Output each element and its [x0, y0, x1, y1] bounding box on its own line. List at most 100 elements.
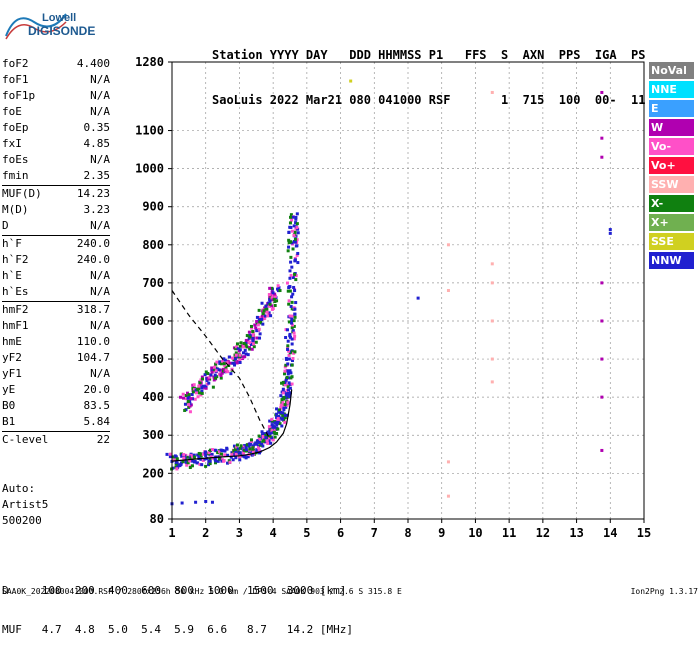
trace-point	[254, 340, 258, 344]
param-separator	[2, 235, 110, 236]
trace-point	[256, 323, 260, 327]
trace-point	[233, 363, 237, 367]
trace-point	[266, 303, 270, 307]
trace-point	[251, 447, 255, 451]
param-row: hmF1 N/A	[2, 318, 110, 334]
trace-point	[192, 460, 196, 464]
trace-point	[262, 438, 266, 442]
trace-point	[187, 393, 191, 397]
param-row: B0 83.5	[2, 398, 110, 414]
trace-point	[192, 383, 196, 387]
trace-point	[257, 316, 261, 320]
trace-point	[275, 431, 279, 435]
trace-point	[175, 457, 179, 461]
trace-point	[221, 367, 225, 371]
trace-point	[241, 345, 245, 349]
x-tick-label: 3	[236, 526, 243, 540]
trace-point	[293, 240, 297, 244]
trace-point	[281, 401, 285, 405]
trace-point	[238, 446, 242, 450]
trace-point	[281, 411, 285, 415]
trace-point	[275, 415, 279, 419]
trace-point	[172, 455, 176, 459]
chart-points	[165, 79, 612, 506]
y-tick-label: 800	[142, 238, 164, 252]
trace-point	[273, 421, 277, 425]
trace-point	[247, 330, 251, 334]
trace-point	[224, 368, 228, 372]
trace-point	[209, 455, 213, 459]
trace-point	[259, 320, 263, 324]
logo-wave-icon	[5, 13, 67, 40]
trace-point	[261, 322, 265, 326]
trace-point	[280, 424, 284, 428]
trace-point	[275, 412, 279, 416]
trace-point	[284, 396, 288, 400]
trace-point	[287, 320, 291, 324]
muf-table: D 100 200 400 600 800 1000 1500 3000 [km…	[2, 558, 353, 649]
param-row: yE 20.0	[2, 382, 110, 398]
trace-point	[234, 351, 238, 355]
trace-point	[490, 357, 494, 361]
trace-point	[255, 315, 259, 319]
trace-point	[293, 259, 297, 263]
param-label: B0	[2, 399, 16, 412]
trace-point	[215, 375, 219, 379]
legend-item: NNE	[649, 81, 694, 98]
lowell-digisonde-logo: Lowell DIGISONDE	[4, 6, 104, 42]
trace-point	[267, 437, 271, 441]
trace-point	[293, 237, 297, 241]
trace-point	[189, 456, 193, 460]
y-tick-label: 500	[142, 352, 164, 366]
trace-point	[286, 372, 290, 376]
trace-point	[600, 281, 604, 285]
trace-point	[291, 357, 295, 361]
trace-point	[287, 245, 291, 249]
trace-point	[273, 292, 277, 296]
trace-point	[251, 333, 255, 337]
param-row: yF2 104.7	[2, 350, 110, 366]
trace-point	[293, 230, 297, 234]
legend-item: E	[649, 100, 694, 117]
trace-point	[186, 461, 190, 465]
trace-point	[222, 357, 226, 361]
param-row: h`F2 240.0	[2, 252, 110, 268]
trace-point	[283, 416, 287, 420]
legend-item: NNW	[649, 252, 694, 269]
trace-point	[257, 448, 261, 452]
trace-point	[600, 395, 604, 399]
trace-point	[287, 381, 291, 385]
trace-point	[271, 425, 275, 429]
trace-point	[275, 423, 279, 427]
trace-point	[249, 324, 253, 328]
trace-point	[204, 384, 208, 388]
param-row: foEs N/A	[2, 152, 110, 168]
trace-point	[267, 293, 271, 297]
trace-point	[229, 455, 233, 459]
trace-point	[285, 328, 289, 332]
trace-point	[248, 345, 252, 349]
trace-point	[251, 330, 255, 334]
trace-point	[286, 401, 290, 405]
param-row: foF1p N/A	[2, 88, 110, 104]
trace-point	[289, 240, 293, 244]
trace-point	[196, 461, 200, 465]
trace-point	[269, 441, 273, 445]
trace-point	[210, 370, 214, 374]
param-value: N/A	[90, 89, 110, 102]
trace-point	[276, 284, 280, 288]
trace-point	[284, 378, 288, 382]
trace-point	[252, 342, 256, 346]
trace-point	[446, 289, 450, 292]
x-tick-label: 5	[303, 526, 310, 540]
trace-point	[235, 361, 239, 365]
trace-point	[251, 336, 255, 340]
trace-point	[185, 397, 189, 401]
trace-point	[180, 501, 184, 505]
param-label: fxI	[2, 137, 22, 150]
trace-point	[285, 392, 289, 396]
trace-point	[294, 278, 298, 282]
trace-point	[257, 434, 261, 438]
trace-point	[273, 300, 277, 304]
trace-point	[288, 269, 292, 273]
